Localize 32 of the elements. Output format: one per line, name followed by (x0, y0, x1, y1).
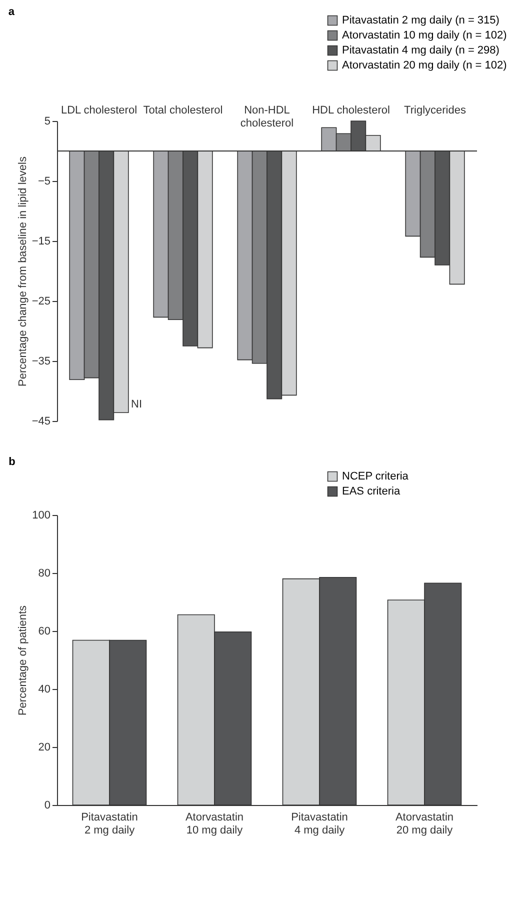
y-tick-label: 80 (38, 568, 50, 580)
legend-label: Atorvastatin 10 mg daily (n = 102) (342, 30, 507, 42)
legend-label: NCEP criteria (342, 470, 410, 482)
y-tick-label: −45 (32, 416, 50, 428)
legend-label: Pitavastatin 2 mg daily (n = 315) (342, 14, 500, 26)
x-tick-label: Atorvastatin 20 mg daily (395, 812, 454, 836)
y-tick-label: 100 (32, 510, 50, 522)
legend-label: EAS criteria (342, 486, 401, 498)
y-tick-label: −25 (32, 296, 50, 308)
y-tick-label: −15 (32, 236, 50, 248)
y-tick-label: 60 (38, 626, 50, 638)
x-tick-label: Total cholesterol (143, 104, 223, 116)
x-tick-label: Pitavastatin 2 mg daily (81, 812, 138, 836)
y-tick-label: −5 (38, 176, 50, 188)
y-tick-label: 40 (38, 684, 50, 696)
chart-title: b (8, 456, 16, 468)
y-tick-label: −35 (32, 356, 50, 368)
x-tick-label: Non-HDL cholesterol (240, 104, 294, 130)
y-tick-label: 0 (44, 800, 50, 812)
legend-label: Atorvastatin 20 mg daily (n = 102) (342, 60, 507, 72)
y-tick-label: 20 (38, 742, 50, 754)
x-tick-label: Pitavastatin 4 mg daily (291, 812, 348, 836)
y-axis-title: Percentage change from baseline in lipid levels (16, 156, 29, 386)
legend-label: Pitavastatin 4 mg daily (n = 298) (342, 44, 500, 56)
x-tick-label: LDL cholesterol (60, 104, 138, 116)
x-tick-label: Atorvastatin 10 mg daily (185, 812, 244, 836)
y-tick-label: 5 (44, 116, 50, 128)
x-tick-label: Triglycerides (404, 104, 466, 116)
y-axis-title: Percentage of patients (17, 604, 30, 716)
annotation: NI (131, 398, 142, 411)
x-tick-label: HDL cholesterol (312, 104, 390, 116)
chart-title: a (8, 6, 16, 18)
